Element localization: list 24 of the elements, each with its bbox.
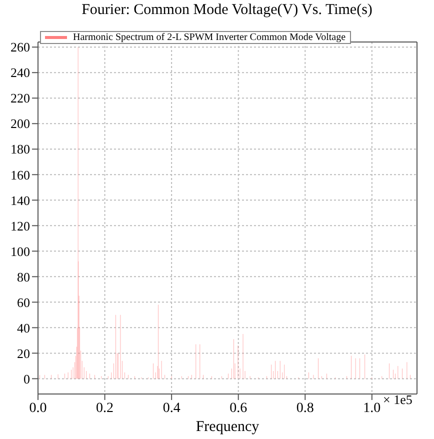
y-tick-label: 60 [17,294,30,310]
y-tick-label: 140 [10,192,30,208]
y-tick-label: 0 [24,371,30,386]
x-tick-label: 0.0 [29,400,47,416]
y-tick-label: 80 [17,269,30,284]
y-tick-label: 200 [10,116,30,132]
x-tick-label: 0.6 [230,400,248,416]
x-axis-title: Frequency [196,419,260,435]
y-tick-label: 120 [10,218,30,234]
y-tick-label: 240 [10,65,30,80]
x-tick-label: 1.0 [363,400,381,416]
y-tick-label: 180 [10,142,30,157]
legend-label: Harmonic Spectrum of 2-L SPWM Inverter Common Mode Voltage [73,32,346,43]
x-tick-label: 0.4 [162,400,180,416]
y-tick-label: 40 [17,320,30,336]
x-tick-label: 0.8 [296,400,314,416]
y-tick-label: 220 [10,90,30,106]
x-tick-label: 0.2 [96,400,114,416]
y-tick-label: 20 [17,346,30,361]
annotation: × 1e5 [383,392,412,408]
y-tick-label: 160 [10,167,30,182]
y-tick-label: 100 [10,244,30,259]
chart-title: Fourier: Common Mode Voltage(V) Vs. Time(s) [80,1,374,20]
y-tick-label: 260 [10,40,30,55]
